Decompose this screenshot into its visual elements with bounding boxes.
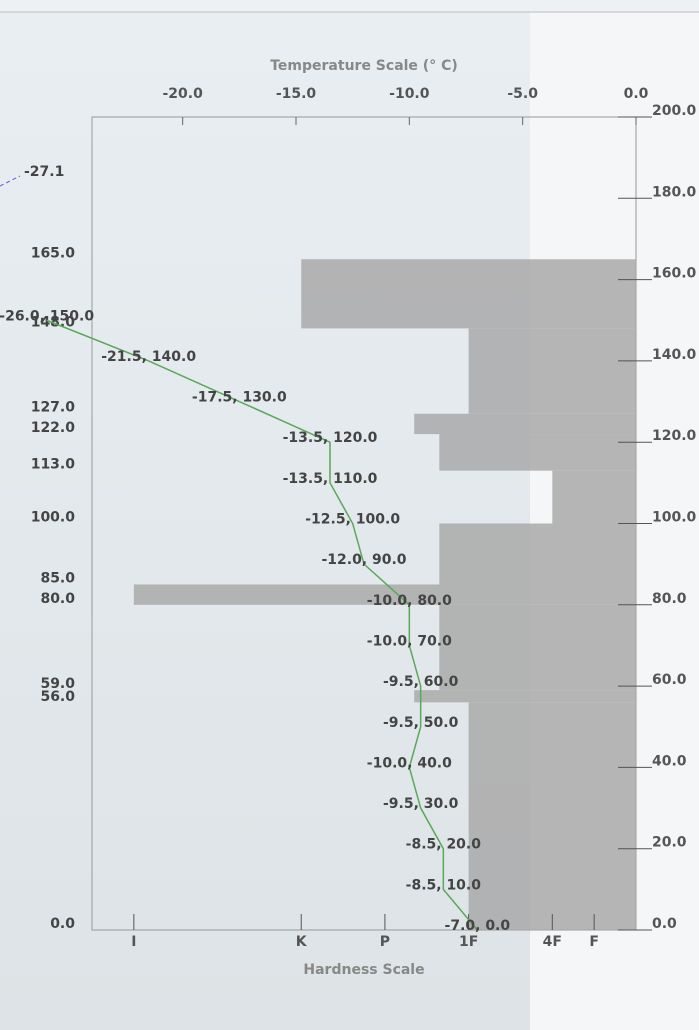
layer-boundary-label: 127.0 <box>31 400 76 416</box>
temperature-point-label: -26.0, 150.0 <box>0 308 94 324</box>
x-tick-label: -15.0 <box>276 86 317 102</box>
y-tick-label: 100.0 <box>652 510 697 526</box>
layer <box>301 259 636 329</box>
temperature-point-label: -10.0, 40.0 <box>367 755 452 771</box>
temperature-point-label: -12.0, 90.0 <box>321 552 406 568</box>
layer <box>439 434 636 471</box>
hardness-tick-label: P <box>380 934 390 950</box>
temperature-line <box>46 319 478 931</box>
temperature-point-label: -12.5, 100.0 <box>305 512 400 528</box>
temperature-point-label: -9.5, 60.0 <box>383 674 459 690</box>
temperature-axis-title: Temperature Scale (° C) <box>270 58 458 74</box>
y-tick-label: 40.0 <box>652 753 687 769</box>
hardness-tick-label: I <box>131 934 136 950</box>
layer <box>468 702 636 930</box>
temperature-point-label: -17.5, 130.0 <box>192 390 287 406</box>
layer <box>468 328 636 414</box>
hardness-tick-label: 1F <box>459 934 478 950</box>
temperature-point-label: -10.0, 70.0 <box>367 633 452 649</box>
temperature-point-label: -9.5, 30.0 <box>383 796 459 812</box>
y-tick-label: 20.0 <box>652 835 687 851</box>
temperature-point-label: -13.5, 120.0 <box>283 430 378 446</box>
layer <box>414 413 636 435</box>
y-tick-label: 60.0 <box>652 672 687 688</box>
layer <box>133 584 636 605</box>
y-tick-label: 180.0 <box>652 184 697 200</box>
x-tick-label: -10.0 <box>389 86 430 102</box>
y-tick-label: 160.0 <box>652 266 697 282</box>
y-tick-label: 80.0 <box>652 591 687 607</box>
layer <box>552 470 636 524</box>
layer <box>439 523 636 585</box>
temperature-point-label: -21.5, 140.0 <box>101 349 196 365</box>
hardness-tick-label: F <box>589 934 599 950</box>
air-temperature-line <box>0 175 21 187</box>
layer-boundary-label: 0.0 <box>50 916 75 932</box>
hardness-axis-title: Hardness Scale <box>303 962 424 978</box>
air-temperature-label: -27.1 <box>24 164 64 180</box>
y-tick-label: 120.0 <box>652 428 697 444</box>
temperature-point-label: -9.5, 50.0 <box>383 715 459 731</box>
temperature-point-label: -7.0, 0.0 <box>445 918 511 934</box>
y-tick-label: 0.0 <box>652 916 677 932</box>
y-tick-label: 200.0 <box>652 103 697 119</box>
hardness-tick-label: 4F <box>543 934 562 950</box>
temperature-point-label: -8.5, 20.0 <box>406 837 482 853</box>
layer-boundary-label: 113.0 <box>31 457 76 473</box>
layer-boundary-label: 59.0 <box>40 676 75 692</box>
hardness-tick-label: K <box>296 934 308 950</box>
layer-boundary-label: 100.0 <box>31 510 76 526</box>
x-tick-label: 0.0 <box>624 86 649 102</box>
x-tick-label: -5.0 <box>507 86 538 102</box>
x-tick-label: -20.0 <box>162 86 203 102</box>
layer-boundary-label: 56.0 <box>40 689 75 705</box>
temperature-point-label: -10.0, 80.0 <box>367 593 452 609</box>
layer <box>439 604 636 691</box>
temperature-point-label: -13.5, 110.0 <box>283 471 378 487</box>
temperature-point-label: -8.5, 10.0 <box>406 877 482 893</box>
layer <box>414 690 636 703</box>
layer-boundary-label: 80.0 <box>40 591 75 607</box>
y-tick-label: 140.0 <box>652 347 697 363</box>
layer-boundary-label: 165.0 <box>31 245 76 261</box>
layer-boundary-label: 122.0 <box>31 420 76 436</box>
layer-boundary-label: 85.0 <box>40 570 75 586</box>
